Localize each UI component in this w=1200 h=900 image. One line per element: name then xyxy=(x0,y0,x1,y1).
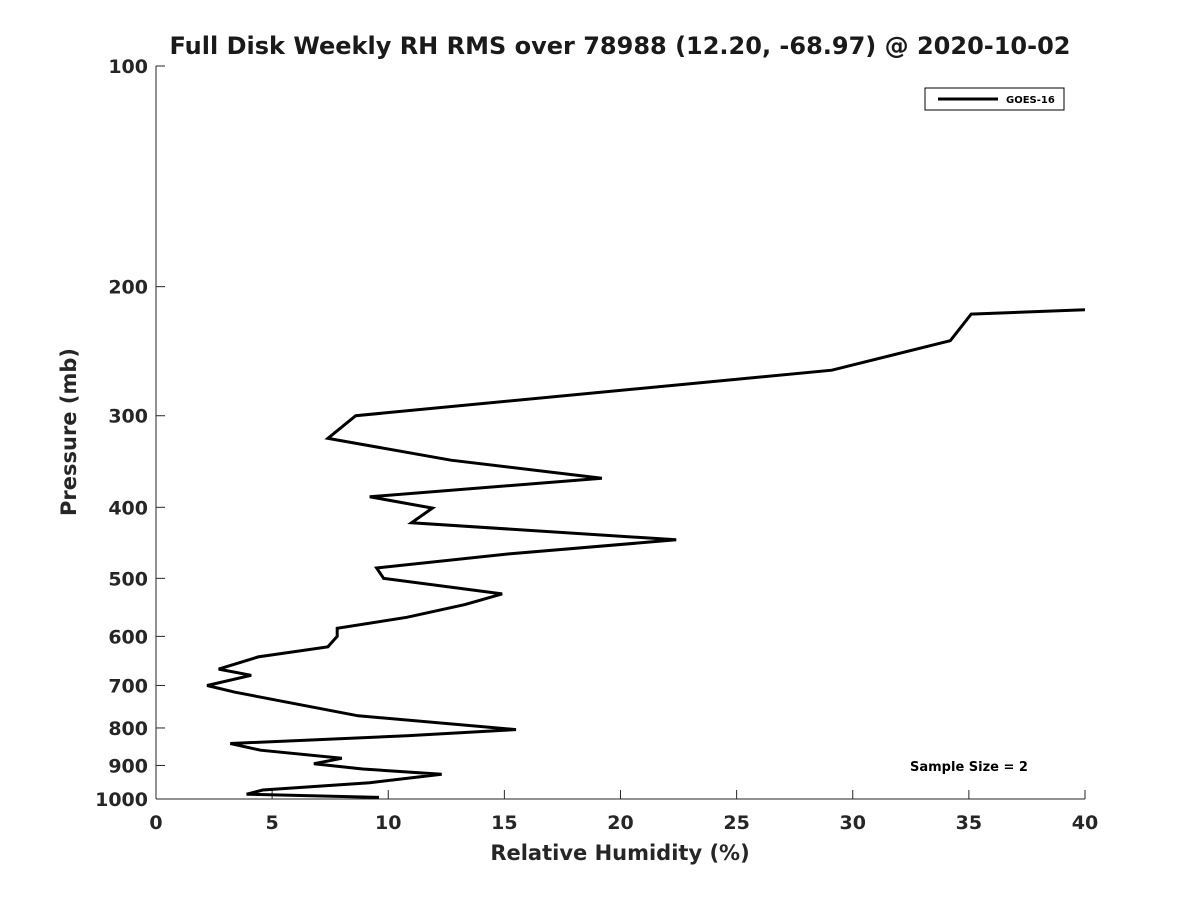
x-tick-label: 40 xyxy=(1072,812,1098,834)
x-axis-label: Relative Humidity (%) xyxy=(490,841,749,865)
plot-axes: 0 5 10 15 20 25 30 35 40 100 200 300 400 500 600 700 800… xyxy=(95,56,1098,834)
legend: GOES-16 xyxy=(924,87,1065,111)
y-tick-label: 1000 xyxy=(95,789,148,811)
x-tick-label: 35 xyxy=(956,812,982,834)
x-tick-label: 30 xyxy=(840,812,866,834)
y-tick-label: 200 xyxy=(108,277,148,299)
y-axis-label: Pressure (mb) xyxy=(57,348,81,516)
series-line-goes-16 xyxy=(206,308,1086,799)
sample-size-annotation: Sample Size = 2 xyxy=(910,760,1028,775)
x-tick-label: 25 xyxy=(723,812,749,834)
y-tick-label: 300 xyxy=(108,406,148,428)
y-tick-label: 800 xyxy=(108,718,148,740)
x-tick-label: 20 xyxy=(607,812,633,834)
x-tick-label: 5 xyxy=(266,812,279,834)
x-tick-label: 15 xyxy=(491,812,517,834)
y-tick-label: 100 xyxy=(108,56,148,78)
series-layer xyxy=(206,308,1086,799)
legend-label-goes-16: GOES-16 xyxy=(1006,95,1055,106)
y-tick-label: 500 xyxy=(108,568,148,590)
y-tick-label: 400 xyxy=(108,497,148,519)
x-tick-label: 10 xyxy=(375,812,401,834)
y-tick-label: 600 xyxy=(108,626,148,648)
y-tick-label: 900 xyxy=(108,755,148,777)
y-tick-label: 700 xyxy=(108,675,148,697)
x-tick-label: 0 xyxy=(149,812,162,834)
chart-title: Full Disk Weekly RH RMS over 78988 (12.2… xyxy=(169,32,1070,60)
